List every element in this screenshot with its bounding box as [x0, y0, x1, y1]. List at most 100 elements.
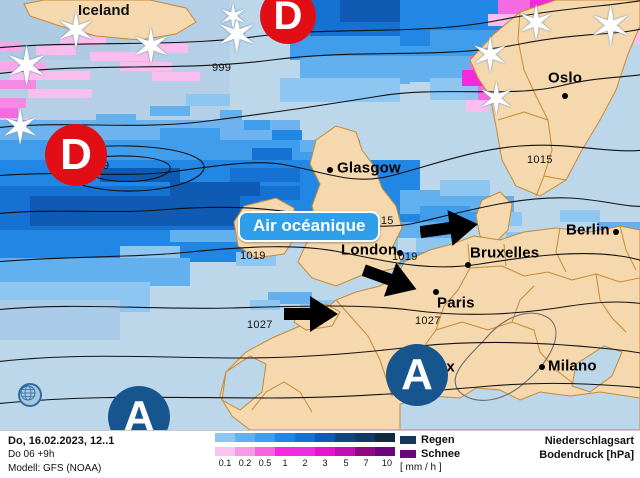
scale-tick: 0.1: [218, 458, 232, 468]
scale-tick: 0.2: [238, 458, 252, 468]
city-name: London: [341, 241, 398, 259]
rain-swatch: [275, 433, 295, 442]
isobar-label: 1019: [392, 251, 418, 263]
snowflake-icon: ✶: [477, 72, 516, 126]
snowflake-icon: ✶: [4, 35, 50, 98]
city-dot-glasgow: [327, 167, 333, 173]
airmass-label-badge[interactable]: Air océanique: [238, 211, 381, 242]
city-label-bruxelles: Bruxelles: [470, 245, 539, 261]
snow-swatch: [215, 447, 235, 456]
snowflake-icon: ✶: [218, 0, 249, 38]
city-name: Oslo: [548, 69, 583, 87]
city-dot-berlin: [613, 229, 619, 235]
wind-arrow-icon: [362, 262, 417, 297]
legend-unit-label: [ mm / h ]: [400, 462, 442, 473]
legend-titles: Niederschlagsart Bodendruck [hPa]: [539, 434, 634, 462]
snowflake-icon: ✶: [588, 0, 634, 58]
high-pressure-marker[interactable]: A: [386, 344, 448, 406]
snow-color-bar: [215, 447, 395, 456]
low-pressure-marker[interactable]: D: [260, 0, 316, 44]
legend-rain-row: Regen: [400, 434, 455, 446]
rain-swatch: [295, 433, 315, 442]
isobar-label: 9: [103, 160, 110, 172]
wind-arrow-icon: [420, 210, 478, 246]
city-name: Bruxelles: [470, 244, 540, 262]
snow-swatch: [275, 447, 295, 456]
snow-swatch: [355, 447, 375, 456]
snowflake-icon: ✶: [0, 100, 41, 156]
marker-label: D: [60, 130, 92, 179]
rain-legend-swatch: [400, 436, 416, 444]
globe-compass-icon: [18, 383, 42, 407]
run-metadata: Do, 16.02.2023, 12..1 Do 06 +9h Modell: …: [8, 434, 114, 476]
marker-label: D: [273, 0, 303, 38]
forecast-datetime: Do, 16.02.2023, 12..1: [8, 435, 115, 447]
sea-areas: [221, 345, 640, 430]
rain-color-bar: [215, 433, 395, 442]
rain-swatch: [215, 433, 235, 442]
city-label-london: London: [341, 242, 397, 258]
snow-swatch: [315, 447, 335, 456]
scale-tick: 10: [381, 458, 393, 468]
wind-arrow-icon: [284, 296, 338, 332]
scale-tick: 3: [322, 458, 328, 468]
region-label-iceland: Iceland: [78, 2, 130, 19]
country-borders: [251, 11, 640, 413]
precipitation-scale: 0.1 0.2 0.5 1 2 3 5 7 10: [215, 433, 395, 472]
legend-title-precip-type: Niederschlagsart: [544, 435, 634, 447]
city-dot-milano: [539, 364, 545, 370]
snowflake-icon: ✶: [516, 0, 557, 52]
weather-map-canvas[interactable]: Iceland Oslo Glasgow Berlin Bruxelles Lo…: [0, 0, 640, 430]
isobar-label: 1015: [527, 154, 553, 166]
city-name: Paris: [437, 294, 475, 312]
snow-swatch: [375, 447, 395, 456]
legend-snow-row: Schnee: [400, 448, 460, 460]
isobar-label: 1027: [247, 319, 273, 331]
snow-swatch: [255, 447, 275, 456]
isobar-label: 95: [233, 31, 246, 43]
high-pressure-marker[interactable]: A: [108, 386, 170, 430]
scale-tick: 5: [343, 458, 349, 468]
city-name: Berlin: [566, 221, 610, 239]
legend-title-pressure: Bodendruck [hPa]: [539, 449, 634, 461]
city-label-paris: Paris: [437, 295, 475, 311]
marker-label: A: [401, 350, 433, 399]
rain-legend-label: Regen: [421, 434, 455, 446]
city-dot-london: [397, 250, 403, 256]
city-name: Glasgow: [337, 159, 401, 177]
run-offset: Do 06 +9h: [8, 449, 55, 460]
snowflake-icon: ✶: [470, 28, 511, 84]
snowflake-icon: ✶: [55, 2, 97, 60]
isobar-label: 1027: [415, 315, 441, 327]
rain-swatch: [235, 433, 255, 442]
snowflake-icon: ✶: [130, 18, 172, 76]
rain-swatch: [355, 433, 375, 442]
snowflake-icon: ✶: [215, 6, 259, 66]
scale-tick: 7: [363, 458, 369, 468]
city-dot-oslo: [562, 93, 568, 99]
scale-tick: 1: [282, 458, 288, 468]
rain-swatch: [255, 433, 275, 442]
rain-swatch: [315, 433, 335, 442]
marker-label: A: [123, 392, 155, 431]
city-label-oslo: Oslo: [548, 70, 582, 86]
scale-tick-labels: 0.1 0.2 0.5 1 2 3 5 7 10: [215, 458, 395, 472]
low-pressure-marker[interactable]: D: [45, 124, 107, 186]
city-dot-paris: [433, 289, 439, 295]
rain-swatch: [375, 433, 395, 442]
city-label-glasgow: Glasgow: [337, 160, 401, 176]
city-label-berlin: Berlin: [566, 222, 610, 238]
isobar-label: 1019: [240, 250, 266, 262]
isobar-label: 999: [212, 62, 232, 74]
scale-tick: 2: [302, 458, 308, 468]
alps-contour: [454, 312, 557, 401]
legend-bar: Do, 16.02.2023, 12..1 Do 06 +9h Modell: …: [0, 430, 640, 478]
scale-tick: 0.5: [258, 458, 272, 468]
city-name: Milano: [548, 357, 597, 375]
snow-legend-swatch: [400, 450, 416, 458]
snow-swatch: [235, 447, 255, 456]
snow-legend-label: Schnee: [421, 448, 461, 460]
snow-swatch: [335, 447, 355, 456]
model-name: Modell: GFS (NOAA): [8, 463, 102, 474]
